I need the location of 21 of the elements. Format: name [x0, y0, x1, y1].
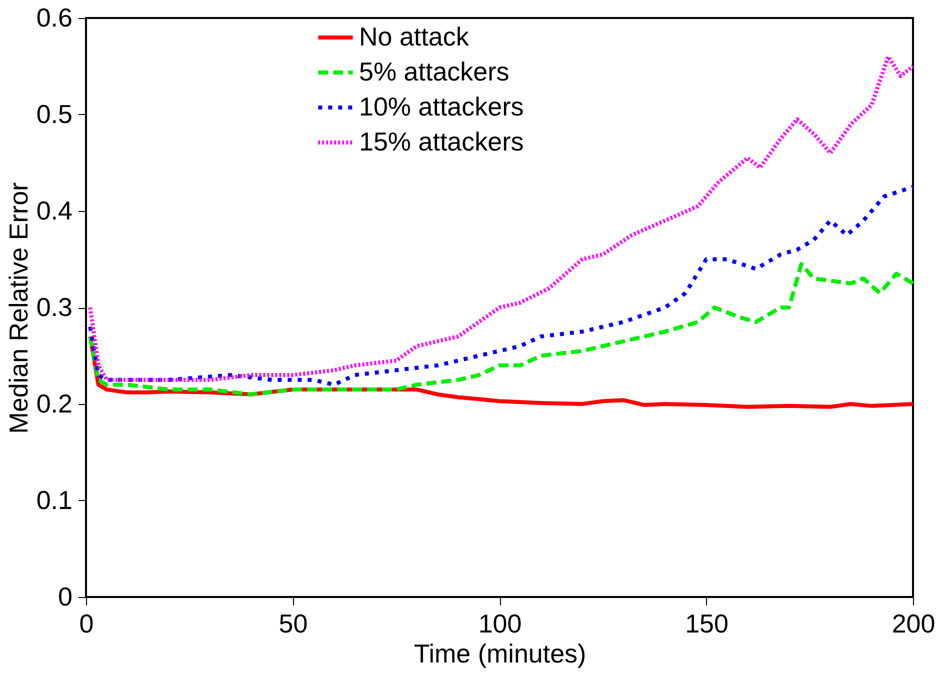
- line-series: [88, 54, 915, 382]
- x-axis-title: Time (minutes): [414, 638, 586, 668]
- y-tick-label: 0: [58, 582, 72, 612]
- legend-label: 15% attackers: [359, 126, 524, 156]
- line-series: [88, 184, 915, 387]
- legend-label: 5% attackers: [359, 56, 510, 86]
- y-tick-label: 0.3: [36, 292, 72, 322]
- x-tick-label: 150: [685, 608, 728, 638]
- legend-label: No attack: [359, 22, 470, 52]
- line-series: [88, 262, 915, 396]
- x-tick-label: 50: [278, 608, 308, 638]
- y-tick-label: 0.4: [36, 196, 72, 226]
- y-tick-label: 0.2: [36, 388, 72, 418]
- y-tick-label: 0.5: [36, 99, 72, 129]
- x-tick-label: 200: [892, 608, 936, 638]
- legend-label: 10% attackers: [359, 92, 524, 122]
- y-tick-label: 0.1: [36, 485, 72, 515]
- y-tick-label: 0.6: [36, 2, 72, 32]
- x-tick-label: 100: [478, 608, 522, 638]
- x-tick-label: 0: [79, 608, 94, 638]
- y-axis-title: Median Relative Error: [3, 182, 34, 434]
